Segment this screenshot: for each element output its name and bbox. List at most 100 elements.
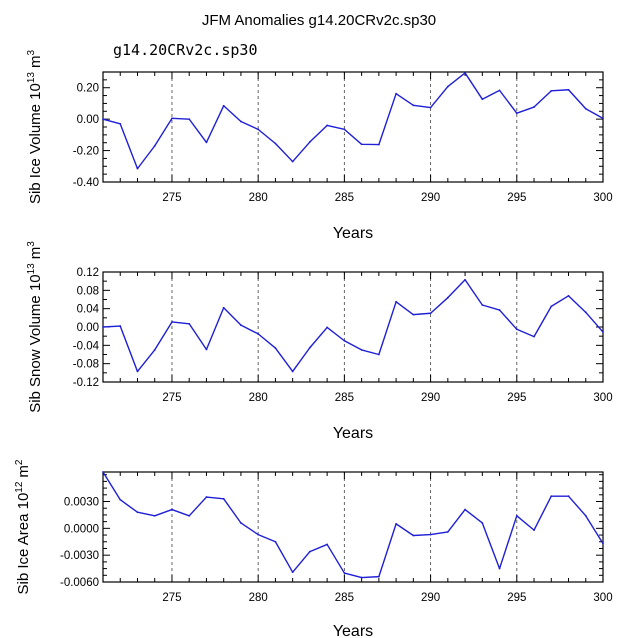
x-axis-label: Years <box>333 623 373 638</box>
data-point <box>533 106 535 108</box>
data-point <box>136 370 139 373</box>
data-point <box>274 540 277 543</box>
data-point <box>326 124 329 127</box>
data-point <box>274 142 277 145</box>
data-point <box>360 576 363 579</box>
data-point <box>464 72 466 74</box>
data-point <box>464 278 466 281</box>
data-point <box>222 306 225 309</box>
data-point <box>602 542 604 545</box>
x-tick-label: 280 <box>249 192 268 204</box>
y-tick-label: 0.0030 <box>64 497 99 509</box>
x-tick-label: 280 <box>249 592 268 604</box>
y-axis-label-unit-exponent: 3 <box>26 50 37 56</box>
y-axis-label-exponent: 12 <box>14 481 25 493</box>
data-point <box>481 522 484 524</box>
data-point <box>429 106 432 109</box>
x-tick-label: 300 <box>593 392 612 404</box>
x-tick-label: 295 <box>507 392 526 404</box>
data-point <box>222 497 225 500</box>
data-point <box>240 522 242 524</box>
data-point <box>274 347 277 349</box>
y-axis-label-exponent: 13 <box>26 72 37 84</box>
y-tick-label: 0.00 <box>77 114 99 126</box>
data-point <box>257 128 260 131</box>
data-point <box>102 118 104 121</box>
data-point <box>205 141 208 144</box>
data-point <box>498 567 501 570</box>
y-tick-label: 0.20 <box>77 83 99 95</box>
data-point <box>153 349 156 351</box>
y-axis-label-unit: m <box>27 247 44 260</box>
data-point <box>515 514 518 517</box>
y-tick-label: 0.04 <box>77 304 100 316</box>
data-point <box>533 529 535 532</box>
data-point <box>188 322 191 325</box>
x-tick-label: 295 <box>507 192 526 204</box>
data-point <box>205 496 208 498</box>
data-point <box>498 89 501 92</box>
data-point <box>550 495 553 498</box>
data-point <box>395 522 398 525</box>
x-tick-label: 290 <box>421 392 440 404</box>
y-tick-label: -0.04 <box>73 340 100 352</box>
y-axis-label-unit-exponent: 3 <box>26 241 37 247</box>
x-tick-label: 275 <box>162 192 181 204</box>
data-point <box>257 533 260 536</box>
data-point <box>412 313 415 316</box>
y-axis-label: Sib Ice Volume 1013 m3 <box>26 50 44 205</box>
data-point <box>446 296 449 299</box>
data-point <box>550 89 553 92</box>
data-point <box>584 107 587 110</box>
x-axis-label: Years <box>333 425 373 442</box>
data-point <box>136 167 139 170</box>
data-point <box>171 321 173 323</box>
data-point <box>119 325 122 327</box>
data-point <box>360 349 363 351</box>
run-label: g14.20CRv2c.sp30 <box>113 41 258 59</box>
data-point <box>567 88 570 91</box>
series-line <box>102 471 604 579</box>
y-axis-label-text: Sib Snow Volume 10 <box>27 274 44 412</box>
y-axis-label-text: Sib Ice Volume 10 <box>27 83 44 204</box>
data-point <box>326 543 329 546</box>
data-point <box>205 348 208 351</box>
x-tick-label: 290 <box>421 592 440 604</box>
data-point <box>602 117 604 120</box>
data-point <box>550 305 553 308</box>
data-point <box>153 144 156 147</box>
y-tick-label: -0.40 <box>73 177 99 189</box>
data-point <box>171 508 173 511</box>
data-point <box>222 104 225 107</box>
x-tick-label: 285 <box>335 592 354 604</box>
data-point <box>446 85 449 88</box>
y-axis-label: Sib Snow Volume 1013 m3 <box>26 241 44 413</box>
data-point <box>584 311 587 314</box>
x-tick-label: 295 <box>507 592 526 604</box>
data-point <box>395 300 398 303</box>
data-point <box>412 534 415 537</box>
data-point <box>119 122 122 125</box>
plot-frame <box>102 71 604 183</box>
plot-frame <box>102 471 604 583</box>
data-point <box>602 331 604 333</box>
y-tick-label: -0.12 <box>73 377 99 389</box>
chart-panel-1: -0.40 -0.20 0.00 0.20 275 280 285 290 295 300 Year… <box>26 50 613 242</box>
data-point <box>377 353 380 356</box>
data-point <box>515 328 518 331</box>
data-point <box>412 104 415 107</box>
x-tick-label: 285 <box>335 392 354 404</box>
data-point <box>308 346 311 349</box>
data-point <box>188 514 191 517</box>
data-point <box>291 370 294 373</box>
panels: -0.40 -0.20 0.00 0.20 275 280 285 290 295 300 Year… <box>14 50 613 638</box>
data-point <box>481 98 484 101</box>
data-point <box>102 471 104 473</box>
y-axis-label-unit: m <box>27 56 44 69</box>
data-point <box>377 575 380 578</box>
y-axis-label-exponent: 13 <box>26 263 37 275</box>
data-point <box>291 571 294 574</box>
y-tick-label: 0.08 <box>77 285 99 297</box>
data-point <box>446 531 449 533</box>
